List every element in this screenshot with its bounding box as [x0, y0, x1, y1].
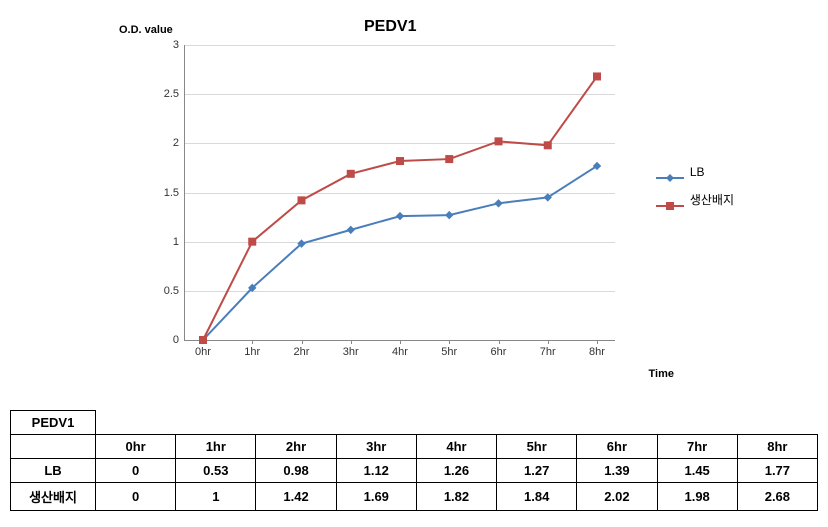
x-tick — [252, 340, 253, 344]
x-tick-label: 6hr — [491, 346, 507, 358]
y-tick-label: 3 — [173, 39, 179, 51]
table-col-header: 6hr — [577, 435, 657, 459]
marker-production-medium — [544, 142, 551, 149]
x-tick — [597, 340, 598, 344]
table-row-label: 생산배지 — [11, 483, 96, 511]
table-cell: 1.42 — [256, 483, 336, 511]
table-col-header: 8hr — [737, 435, 817, 459]
table-cell: 0 — [96, 459, 176, 483]
legend: LB 생산배지 — [656, 165, 734, 220]
x-tick-label: 4hr — [392, 346, 408, 358]
table-cell: 1.98 — [657, 483, 737, 511]
y-tick-label: 2 — [173, 137, 179, 149]
x-tick — [400, 340, 401, 344]
marker-production-medium — [495, 138, 502, 145]
x-tick-label: 1hr — [244, 346, 260, 358]
table-cell: 1.82 — [416, 483, 496, 511]
chart-title: PEDV1 — [364, 18, 416, 36]
marker-LB — [347, 226, 354, 233]
table-cell: 0.53 — [176, 459, 256, 483]
marker-LB — [495, 200, 502, 207]
table-row-label: LB — [11, 459, 96, 483]
table-cell: 2.68 — [737, 483, 817, 511]
x-tick — [302, 340, 303, 344]
y-tick-label: 0.5 — [164, 285, 179, 297]
table-col-header: 1hr — [176, 435, 256, 459]
marker-production-medium — [298, 197, 305, 204]
table-col-header: 3hr — [336, 435, 416, 459]
table-col-header: 4hr — [416, 435, 496, 459]
marker-production-medium — [249, 238, 256, 245]
y-axis-label: O.D. value — [119, 24, 173, 36]
chart-container: PEDV1 O.D. value Time 00.511.522.530hr1h… — [94, 10, 734, 390]
x-tick-label: 2hr — [294, 346, 310, 358]
table-cell: 1.77 — [737, 459, 817, 483]
data-table: PEDV10hr1hr2hr3hr4hr5hr6hr7hr8hr LB00.530… — [10, 410, 818, 511]
marker-production-medium — [347, 170, 354, 177]
series-line-LB — [203, 166, 597, 340]
chart-svg — [185, 45, 615, 340]
legend-label: 생산배지 — [690, 191, 734, 208]
x-tick-label: 5hr — [441, 346, 457, 358]
x-tick-label: 0hr — [195, 346, 211, 358]
table-col-header: 0hr — [96, 435, 176, 459]
x-tick — [449, 340, 450, 344]
x-tick — [499, 340, 500, 344]
table-cell: 0 — [96, 483, 176, 511]
marker-production-medium — [200, 337, 207, 344]
x-tick — [351, 340, 352, 344]
table-cell: 1.27 — [497, 459, 577, 483]
legend-item-production-medium: 생산배지 — [656, 191, 734, 208]
legend-item-LB: LB — [656, 165, 734, 179]
table-cell: 2.02 — [577, 483, 657, 511]
x-tick-label: 8hr — [589, 346, 605, 358]
marker-LB — [446, 212, 453, 219]
table-col-header: 7hr — [657, 435, 737, 459]
x-tick-label: 7hr — [540, 346, 556, 358]
table-cell: 1.45 — [657, 459, 737, 483]
y-tick-label: 1.5 — [164, 187, 179, 199]
table-cell: 1 — [176, 483, 256, 511]
x-tick-label: 3hr — [343, 346, 359, 358]
y-tick-label: 1 — [173, 236, 179, 248]
marker-production-medium — [594, 73, 601, 80]
marker-LB — [397, 213, 404, 220]
series-line-production-medium — [203, 76, 597, 340]
table-cell: 1.39 — [577, 459, 657, 483]
table-col-header: 2hr — [256, 435, 336, 459]
plot-area: 00.511.522.530hr1hr2hr3hr4hr5hr6hr7hr8hr — [184, 45, 615, 341]
x-axis-label: Time — [649, 368, 674, 380]
y-tick-label: 2.5 — [164, 88, 179, 100]
table-cell: 1.12 — [336, 459, 416, 483]
table-cell: 1.69 — [336, 483, 416, 511]
table-cell: 1.84 — [497, 483, 577, 511]
legend-label: LB — [690, 165, 705, 179]
y-tick-label: 0 — [173, 334, 179, 346]
marker-production-medium — [446, 156, 453, 163]
x-tick — [548, 340, 549, 344]
table-title: PEDV1 — [11, 411, 96, 435]
marker-production-medium — [397, 158, 404, 165]
table-empty — [96, 411, 818, 435]
table-cell: 0.98 — [256, 459, 336, 483]
table-corner — [11, 435, 96, 459]
table-cell: 1.26 — [416, 459, 496, 483]
table-col-header: 5hr — [497, 435, 577, 459]
